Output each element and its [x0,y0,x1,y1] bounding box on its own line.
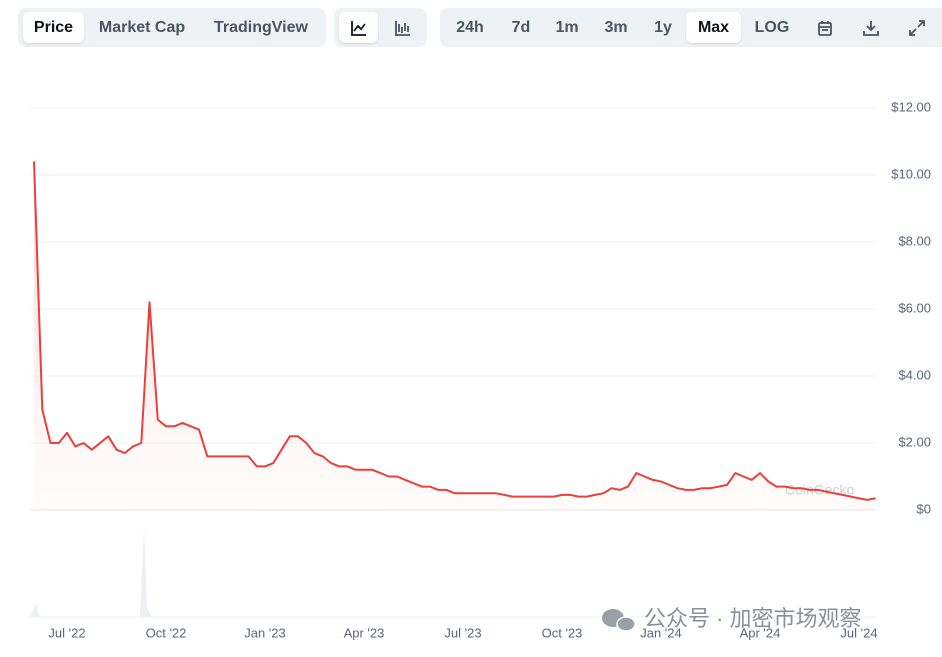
view-tabs: Price Market Cap TradingView [18,8,326,47]
price-line [33,161,876,501]
x-tick-label: Jul '23 [444,625,481,640]
x-tick-label: Jan '24 [640,625,682,640]
watermark: CoinGecko [785,482,854,498]
candle-chart-button[interactable] [383,12,422,43]
icon [394,21,410,36]
tab[interactable]: 3m [604,19,628,36]
icon [818,21,832,36]
caption-text: 公众号 · 加密市场观察 [644,606,862,631]
x-tick-label: Oct '23 [542,625,583,640]
tab[interactable]: 7d [511,19,531,36]
tab[interactable]: LOG [754,19,790,36]
icon [909,20,925,36]
y-tick-label: $12.00 [891,99,931,114]
x-tick-label: Jul '22 [48,625,85,640]
y-tick-label: $4.00 [898,367,931,382]
tab[interactable]: Market Cap [98,19,186,36]
volume-area [30,528,876,618]
x-tick-label: Jul '24 [840,625,877,640]
y-tick-label: $0 [917,501,931,516]
tab[interactable]: Max [686,12,741,43]
y-tick-label: $8.00 [898,233,931,248]
range-tabs: 24h 7d 1m 3m 1y Max LOG [440,8,942,47]
chart-style [334,8,427,47]
tab[interactable]: 24h [456,19,484,36]
tab[interactable]: 1m [555,19,579,36]
area-fill [34,161,876,510]
x-tick-label: Oct '22 [146,625,187,640]
x-tick-label: Apr '23 [344,625,385,640]
caption: 公众号 · 加密市场观察 [602,606,862,632]
fullscreen-button[interactable] [898,12,936,43]
icon [350,21,366,36]
calendar-button[interactable] [806,12,844,43]
y-tick-label: $6.00 [898,300,931,315]
x-tick-label: Apr '24 [740,625,781,640]
line-chart-button[interactable] [339,12,378,43]
icon [863,21,879,36]
y-tick-label: $2.00 [898,434,931,449]
x-tick-label: Jan '23 [244,625,286,640]
tab[interactable]: TradingView [214,19,308,36]
download-button[interactable] [852,12,890,43]
y-tick-label: $10.00 [891,166,931,181]
tab[interactable]: 1y [654,19,672,36]
tab[interactable]: Price [23,12,84,43]
